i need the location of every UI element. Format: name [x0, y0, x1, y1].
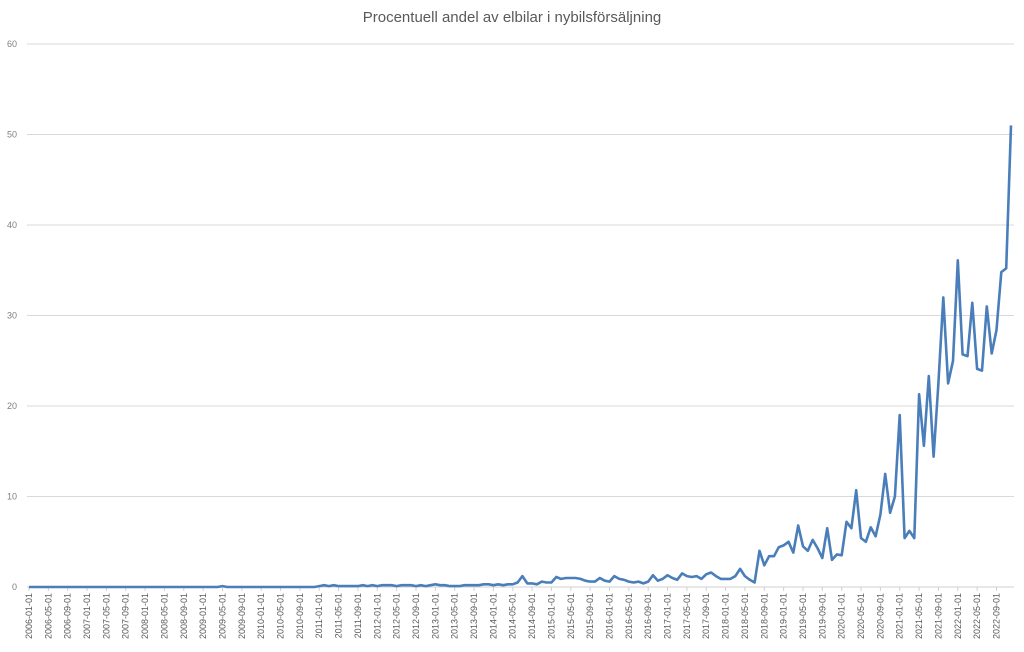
x-tick-label: 2017-01-01	[663, 593, 673, 639]
y-tick-label: 0	[12, 582, 17, 592]
x-tick-label: 2007-09-01	[121, 593, 131, 639]
x-tick-label: 2012-09-01	[411, 593, 421, 639]
x-tick-label: 2006-01-01	[24, 593, 34, 639]
x-tick-label: 2014-05-01	[508, 593, 518, 639]
x-tick-label: 2015-01-01	[546, 593, 556, 639]
x-tick-label: 2014-01-01	[488, 593, 498, 639]
y-tick-label: 20	[7, 401, 17, 411]
x-tick-label: 2016-05-01	[624, 593, 634, 639]
x-tick-label: 2015-05-01	[566, 593, 576, 639]
x-tick-label: 2020-05-01	[856, 593, 866, 639]
x-tick-label: 2020-09-01	[875, 593, 885, 639]
x-tick-label: 2018-01-01	[721, 593, 731, 639]
x-tick-label: 2021-01-01	[895, 593, 905, 639]
x-tick-label: 2011-09-01	[353, 593, 363, 638]
x-tick-label: 2010-05-01	[276, 593, 286, 639]
y-axis: 0 10 20 30 40 50 60	[7, 39, 17, 592]
x-tick-label: 2012-01-01	[372, 593, 382, 639]
x-tick-label: 2011-05-01	[334, 593, 344, 638]
y-tick-label: 50	[7, 130, 17, 140]
chart-title: Procentuell andel av elbilar i nybilsför…	[362, 9, 662, 26]
x-tick-label: 2006-09-01	[63, 593, 73, 639]
x-tick-label: 2009-01-01	[198, 593, 208, 639]
y-tick-label: 30	[7, 311, 17, 321]
gridlines	[27, 43, 1014, 588]
x-axis: 2006-01-01 2006-05-01 2006-09-01 2007-01-01…	[24, 587, 1001, 639]
x-tick-label: 2015-09-01	[585, 593, 595, 639]
x-tick-label: 2008-01-01	[140, 593, 150, 639]
x-tick-label: 2022-05-01	[972, 593, 982, 639]
y-tick-label: 10	[7, 492, 17, 502]
x-tick-label: 2009-05-01	[217, 593, 227, 639]
x-tick-label: 2018-05-01	[740, 593, 750, 639]
x-tick-label: 2012-05-01	[392, 593, 402, 639]
x-tick-label: 2022-09-01	[991, 593, 1001, 639]
x-tick-label: 2010-09-01	[295, 593, 305, 639]
x-tick-label: 2021-09-01	[933, 593, 943, 639]
x-tick-label: 2009-09-01	[237, 593, 247, 639]
x-tick-label: 2006-05-01	[43, 593, 53, 639]
x-tick-label: 2021-05-01	[914, 593, 924, 639]
x-tick-label: 2013-01-01	[430, 593, 440, 639]
x-tick-label: 2016-01-01	[604, 593, 614, 639]
x-tick-label: 2019-05-01	[798, 593, 808, 639]
x-tick-label: 2007-01-01	[82, 593, 92, 639]
x-tick-label: 2019-01-01	[779, 593, 789, 639]
x-tick-label: 2013-05-01	[450, 593, 460, 639]
x-tick-label: 2020-01-01	[837, 593, 847, 639]
x-tick-label: 2022-01-01	[953, 593, 963, 639]
x-tick-label: 2014-09-01	[527, 593, 537, 639]
y-tick-label: 60	[7, 39, 17, 49]
x-tick-label: 2011-01-01	[314, 593, 324, 638]
x-tick-label: 2008-09-01	[179, 593, 189, 639]
x-tick-label: 2008-05-01	[159, 593, 169, 639]
series-line	[29, 125, 1013, 589]
x-tick-label: 2010-01-01	[256, 593, 266, 639]
x-tick-label: 2017-09-01	[701, 593, 711, 639]
x-tick-label: 2016-09-01	[643, 593, 653, 639]
x-tick-label: 2017-05-01	[682, 593, 692, 639]
x-tick-label: 2018-09-01	[759, 593, 769, 639]
x-tick-label: 2007-05-01	[101, 593, 111, 639]
x-tick-label: 2019-09-01	[817, 593, 827, 639]
y-tick-label: 40	[7, 220, 17, 230]
x-tick-label: 2013-09-01	[469, 593, 479, 639]
